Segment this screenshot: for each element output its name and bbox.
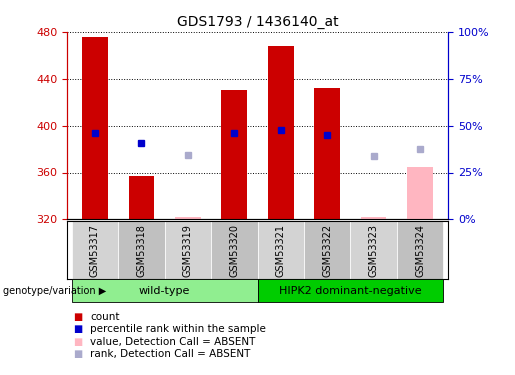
Bar xyxy=(315,88,340,219)
Text: wild-type: wild-type xyxy=(139,286,190,296)
Bar xyxy=(268,46,294,219)
Bar xyxy=(72,279,258,302)
Bar xyxy=(258,279,443,302)
Text: GSM53324: GSM53324 xyxy=(415,224,425,277)
Bar xyxy=(221,90,247,219)
Text: ■: ■ xyxy=(73,324,82,334)
Text: ■: ■ xyxy=(73,349,82,359)
Bar xyxy=(397,221,443,279)
Text: value, Detection Call = ABSENT: value, Detection Call = ABSENT xyxy=(90,337,255,346)
Bar xyxy=(258,221,304,279)
Bar xyxy=(407,166,433,219)
Bar xyxy=(211,221,258,279)
Text: genotype/variation ▶: genotype/variation ▶ xyxy=(3,286,106,296)
Bar xyxy=(118,221,165,279)
Text: GSM53320: GSM53320 xyxy=(229,224,239,277)
Text: HIPK2 dominant-negative: HIPK2 dominant-negative xyxy=(279,286,422,296)
Bar xyxy=(304,221,350,279)
Bar xyxy=(165,221,211,279)
Text: GSM53322: GSM53322 xyxy=(322,224,332,277)
Bar xyxy=(82,37,108,219)
Text: rank, Detection Call = ABSENT: rank, Detection Call = ABSENT xyxy=(90,349,250,359)
Text: GSM53321: GSM53321 xyxy=(276,224,286,277)
Text: GSM53317: GSM53317 xyxy=(90,224,100,277)
Text: GSM53319: GSM53319 xyxy=(183,224,193,277)
Bar xyxy=(129,176,154,219)
Bar xyxy=(361,217,386,219)
Title: GDS1793 / 1436140_at: GDS1793 / 1436140_at xyxy=(177,15,338,30)
Text: ■: ■ xyxy=(73,312,82,322)
Text: count: count xyxy=(90,312,119,322)
Text: GSM53323: GSM53323 xyxy=(369,224,379,277)
Bar xyxy=(350,221,397,279)
Text: GSM53318: GSM53318 xyxy=(136,224,146,277)
Bar xyxy=(175,217,200,219)
Text: ■: ■ xyxy=(73,337,82,346)
Text: percentile rank within the sample: percentile rank within the sample xyxy=(90,324,266,334)
Bar xyxy=(72,221,118,279)
